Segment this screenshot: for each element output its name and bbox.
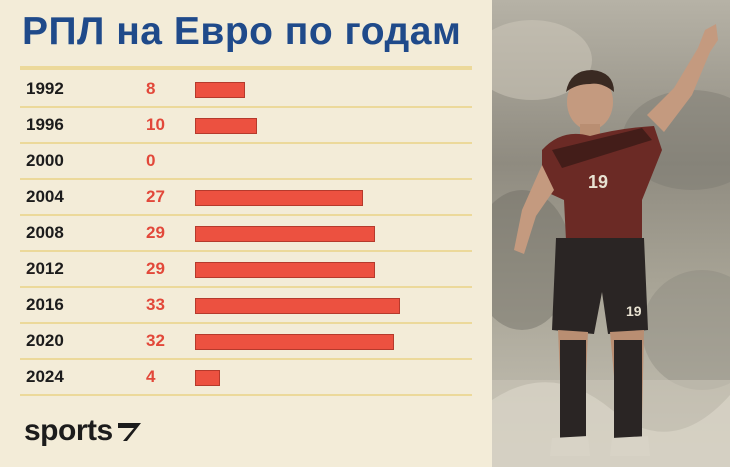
category-label: 2004 — [26, 187, 64, 206]
row-divider — [20, 214, 472, 216]
row-divider — [20, 394, 472, 396]
chart-row: 2020 32 — [20, 324, 472, 360]
chart-row: 1992 8 — [20, 72, 472, 108]
player-photo-image: 19 19 — [492, 20, 730, 467]
category-label: 2008 — [26, 223, 64, 242]
player-photo: 19 19 — [492, 0, 730, 467]
data-label: 4 — [146, 367, 156, 386]
data-label: 0 — [146, 151, 156, 170]
shorts-number-text: 19 — [626, 303, 642, 319]
bar — [195, 298, 400, 314]
data-label: 33 — [146, 295, 165, 314]
chart-row: 2016 33 — [20, 288, 472, 324]
chart-row: 2008 29 — [20, 216, 472, 252]
data-label: 29 — [146, 223, 165, 242]
category-label: 2000 — [26, 151, 64, 170]
chart-row: 2000 0 — [20, 144, 472, 180]
bar — [195, 370, 220, 386]
data-label: 8 — [146, 79, 156, 98]
category-label: 2024 — [26, 367, 64, 386]
chart-row: 1996 10 — [20, 108, 472, 144]
row-divider — [20, 322, 472, 324]
category-label: 2012 — [26, 259, 64, 278]
category-label: 1992 — [26, 79, 64, 98]
category-label: 1996 — [26, 115, 64, 134]
bar — [195, 226, 375, 242]
bar — [195, 190, 363, 206]
row-divider — [20, 286, 472, 288]
bar — [195, 262, 375, 278]
chart-row: 2012 29 — [20, 252, 472, 288]
data-label: 29 — [146, 259, 165, 278]
row-divider — [20, 142, 472, 144]
data-label: 32 — [146, 331, 165, 350]
logo-text: sports — [24, 414, 113, 447]
row-divider — [20, 106, 472, 108]
chart-title: РПЛ на Евро по годам — [22, 10, 462, 53]
data-label: 10 — [146, 115, 165, 134]
title-divider — [20, 66, 472, 70]
row-divider — [20, 178, 472, 180]
bar — [195, 334, 394, 350]
chart-row: 2004 27 — [20, 180, 472, 216]
row-divider — [20, 358, 472, 360]
row-divider — [20, 250, 472, 252]
bar — [195, 82, 245, 98]
chart-row: 2024 4 — [20, 360, 472, 396]
sports-logo: sports — [24, 414, 143, 448]
category-label: 2016 — [26, 295, 64, 314]
jersey-number-text: 19 — [588, 172, 608, 192]
logo-mark-icon — [117, 423, 141, 441]
data-label: 27 — [146, 187, 165, 206]
chart-panel: РПЛ на Евро по годам 1992 8 1996 10 2000 0 200… — [20, 10, 472, 448]
category-label: 2020 — [26, 331, 64, 350]
bar — [195, 118, 257, 134]
